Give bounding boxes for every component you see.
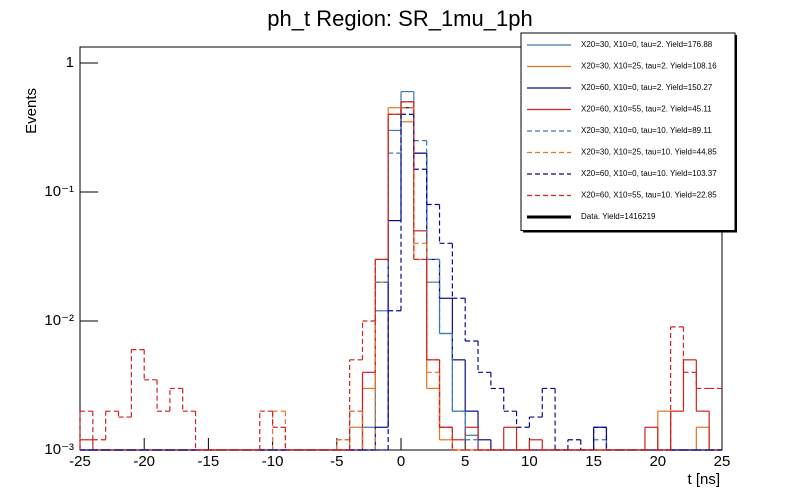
legend-label: Data. Yield=1416219 (581, 212, 656, 221)
y-tick-label: 10⁻¹ (44, 183, 74, 200)
x-tick-label: -15 (198, 453, 220, 470)
y-axis-label: Events (23, 88, 40, 134)
x-tick-label: 25 (714, 453, 731, 470)
x-tick-label: 15 (585, 453, 602, 470)
x-tick-label: 10 (521, 453, 538, 470)
x-tick-label: -5 (330, 453, 343, 470)
x-tick-label: 20 (649, 453, 666, 470)
y-tick-label: 10⁻² (44, 312, 74, 329)
legend-label: X20=30, X10=25, tau=10. Yield=44.85 (581, 148, 717, 157)
x-tick-label: 5 (461, 453, 469, 470)
legend-label: X20=60, X10=0, tau=2. Yield=150.27 (581, 83, 713, 92)
x-tick-label: 0 (397, 453, 405, 470)
x-tick-label: -25 (69, 453, 91, 470)
y-tick-label: 1 (66, 54, 74, 71)
legend-label: X20=60, X10=55, tau=2. Yield=45.11 (581, 105, 712, 114)
legend-label: X20=30, X10=0, tau=2. Yield=176.88 (581, 40, 713, 49)
legend-label: X20=60, X10=0, tau=10. Yield=103.37 (581, 169, 717, 178)
x-tick-label: -10 (262, 453, 284, 470)
legend-label: X20=30, X10=25, tau=2. Yield=108.16 (581, 62, 717, 71)
chart-title: ph_t Region: SR_1mu_1ph (267, 6, 532, 31)
x-axis-label: t [ns] (687, 471, 720, 488)
legend-label: X20=60, X10=55, tau=10. Yield=22.85 (581, 191, 717, 200)
x-tick-label: -20 (133, 453, 155, 470)
legend-label: X20=30, X10=0, tau=10. Yield=89.11 (581, 126, 712, 135)
y-tick-label: 10⁻³ (44, 441, 74, 458)
